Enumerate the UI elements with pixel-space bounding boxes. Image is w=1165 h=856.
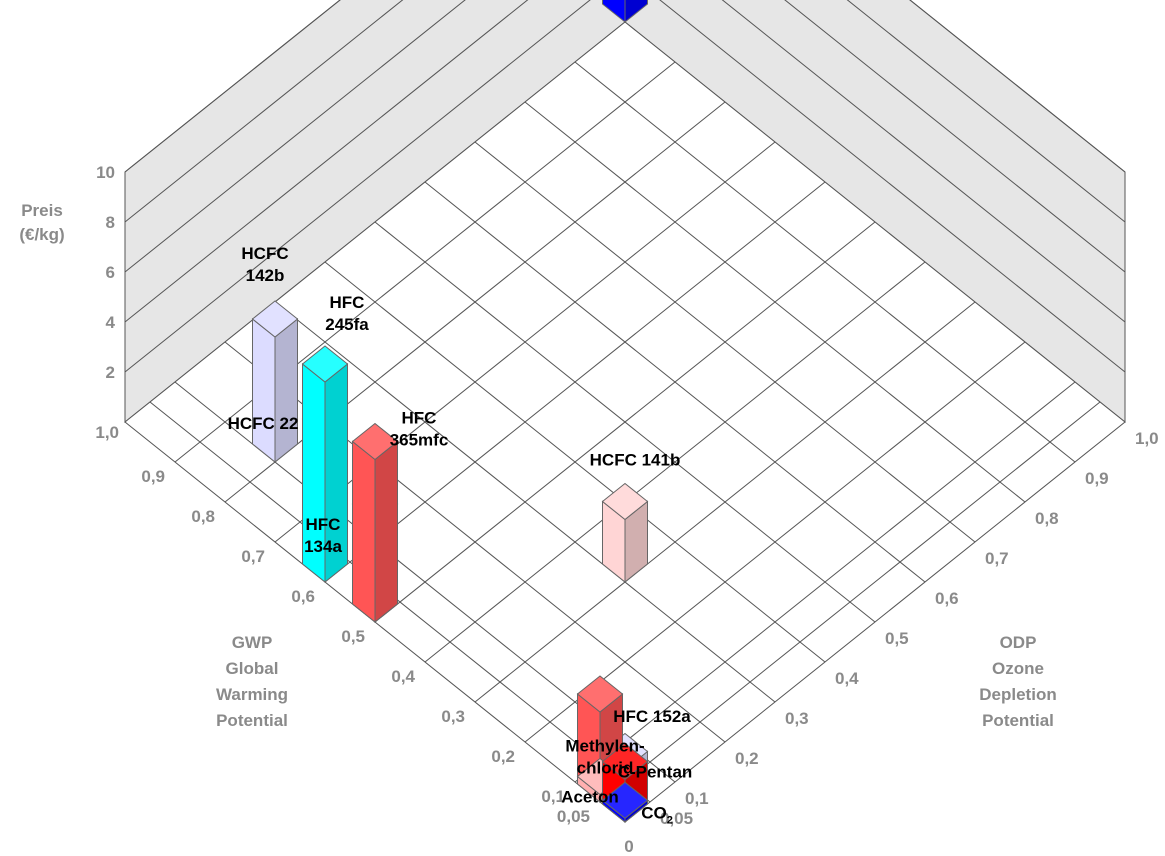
floor-gridline-odp: [474, 141, 976, 543]
gwp-tick-label: 0,1: [541, 787, 565, 806]
gwp-tick-label: 0,8: [191, 507, 215, 526]
z-tick-label: 8: [106, 213, 115, 232]
bar-face-right: [624, 0, 648, 24]
wall-gridline: [124, 0, 1126, 323]
bar-face-top: [601, 781, 649, 819]
bar-label: HCFC 141b: [590, 451, 681, 470]
odp-tick-label: 0,6: [935, 589, 959, 608]
bar-face-top: [576, 675, 624, 713]
gwp-tick-label: 0,5: [341, 627, 365, 646]
gwp-tick-label: 0,2: [491, 747, 515, 766]
z-tick-label: 10: [96, 163, 115, 182]
bar-cfc-11: [602, 0, 648, 24]
gwp-tick-label: 0,6: [291, 587, 315, 606]
bar-face-top: [301, 345, 349, 383]
odp-axis-title: ODP Ozone Depletion Potential: [979, 633, 1056, 730]
bar-face-left: [352, 440, 376, 624]
odp-tick-label: 0,1: [685, 789, 709, 808]
gwp-tick-label: 0,3: [441, 707, 465, 726]
axis-titles: Preis (€/kg) GWP Global Warming Potential ODP O…: [19, 201, 1056, 730]
odp-tick-label: 1,0: [1135, 429, 1159, 448]
odp-tick-label: 0,8: [1035, 509, 1059, 528]
wall-gridline: [124, 0, 1126, 173]
bar-label: HFC 134a: [304, 515, 342, 556]
origin-tick-label: 0: [624, 837, 633, 856]
floor-gridline-odp: [524, 101, 1026, 503]
z-tick-label: 1,0: [95, 423, 119, 442]
bar-face-left: [602, 0, 626, 24]
odp-tick-label: 0,2: [735, 749, 759, 768]
gwp-tick-label: 0,4: [391, 667, 415, 686]
gwp-axis-title: GWP Global Warming Potential: [216, 633, 288, 730]
odp-tick-label: 0,9: [1085, 469, 1109, 488]
bar-label: Aceton: [561, 788, 619, 807]
bar-label: HFC 365mfc: [390, 409, 449, 450]
odp-tick-label: 0,4: [835, 669, 859, 688]
floor-gridline-gwp: [324, 181, 826, 583]
z-axis-title: Preis (€/kg): [19, 201, 64, 244]
bar-label: CO2: [641, 803, 673, 826]
bar-face-right: [274, 317, 298, 464]
floor-gridline-odp: [424, 181, 926, 583]
wall-gridline: [124, 0, 1126, 273]
bar-label: HCFC 142b: [241, 244, 288, 285]
bar-face-top: [351, 422, 399, 461]
bar-face-top: [601, 482, 649, 521]
z-tick-label: 4: [106, 313, 116, 332]
floor-gridline-odp: [574, 61, 1076, 463]
odp-tick-label: 0,5: [885, 629, 909, 648]
bar-hfc-245fa: [301, 345, 349, 584]
gwp-tick-label: 0,7: [241, 547, 265, 566]
bar-face-left: [252, 317, 276, 464]
bar-hcfc-141b: [601, 482, 649, 584]
bars: [251, 0, 649, 824]
bar-label: HFC 245fa: [325, 293, 369, 334]
gwp-tick-label: 0,05: [557, 807, 590, 826]
wall-gridline: [124, 0, 1126, 223]
axis-ticks: 2468101,00,90,80,70,60,50,40,30,20,10,05…: [95, 163, 1158, 856]
bar-face-top: [251, 300, 299, 338]
z-tick-label: 6: [106, 263, 115, 282]
wall-gridline: [124, 0, 1126, 373]
odp-tick-label: 0,3: [785, 709, 809, 728]
odp-tick-label: 0,7: [985, 549, 1009, 568]
bar-face-top: [601, 742, 649, 781]
bar-label: HCFC 22: [228, 414, 299, 433]
gwp-tick-label: 0,9: [141, 467, 165, 486]
bar-label: C-Pentan: [618, 763, 693, 782]
bar-face-right: [374, 440, 398, 624]
bar-hcfc-142b: [251, 300, 299, 464]
z-tick-label: 2: [106, 363, 115, 382]
floor-gridline-odp: [374, 221, 876, 623]
odp-tick-label: 0,05: [660, 809, 693, 828]
back-walls: [124, 0, 1126, 424]
bar-label: HFC 152a: [613, 707, 691, 726]
bar-co2: [601, 781, 649, 824]
bar-hfc-365mfc: [351, 422, 399, 624]
bar-label: Methylen-chlorid: [565, 737, 644, 778]
